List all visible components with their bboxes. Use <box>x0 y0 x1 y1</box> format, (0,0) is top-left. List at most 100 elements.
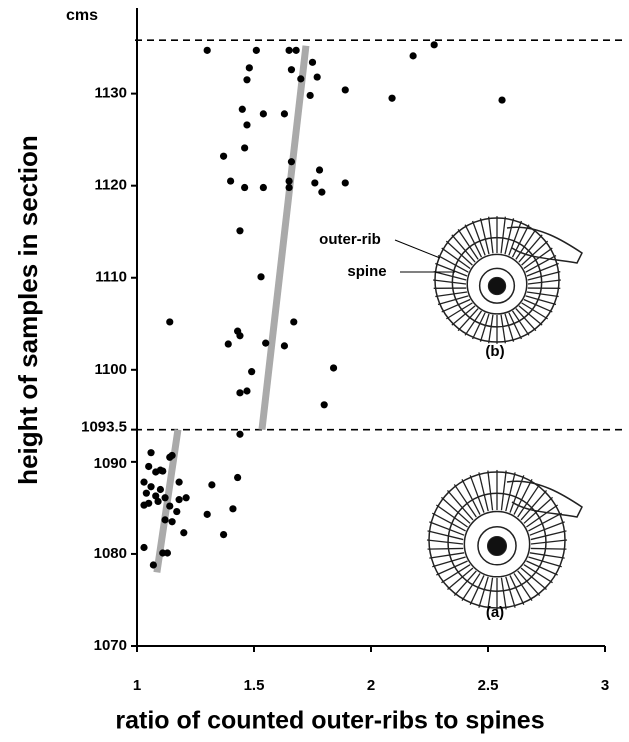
rib <box>446 490 474 521</box>
data-point <box>248 368 256 376</box>
rib <box>500 314 506 344</box>
rib <box>528 556 562 568</box>
rib <box>488 216 494 254</box>
data-point <box>168 518 176 526</box>
rib <box>513 479 533 515</box>
data-point <box>238 105 246 113</box>
data-point <box>308 58 317 66</box>
rib <box>513 573 533 602</box>
data-point <box>203 46 211 54</box>
y-tick-label: 1080 <box>94 545 127 562</box>
data-point <box>320 401 328 409</box>
data-point <box>166 318 174 326</box>
rib <box>451 305 476 326</box>
data-point <box>219 531 228 539</box>
data-point <box>203 510 211 518</box>
x-tick-label: 1.5 <box>244 677 265 694</box>
data-point <box>498 96 506 104</box>
data-point <box>180 529 188 537</box>
rib <box>436 560 468 576</box>
rib <box>445 240 473 266</box>
data-point <box>285 46 293 54</box>
data-point <box>236 389 244 397</box>
rib <box>453 570 477 596</box>
rib <box>505 472 516 512</box>
rib <box>529 521 565 536</box>
data-point <box>243 121 251 129</box>
rib <box>429 552 465 559</box>
rib <box>469 475 485 513</box>
data-point <box>175 496 183 504</box>
data-point <box>287 66 296 74</box>
data-point <box>147 483 155 491</box>
data-point <box>341 86 349 94</box>
rib <box>505 576 516 608</box>
rib <box>523 247 553 270</box>
rib <box>471 312 486 340</box>
data-point <box>306 91 314 100</box>
rib <box>529 552 565 559</box>
rib <box>440 496 471 524</box>
rib <box>488 314 494 344</box>
rib <box>527 279 561 285</box>
rib <box>526 560 558 576</box>
rib <box>504 218 515 255</box>
annotation: (b) <box>485 343 504 360</box>
trend-line <box>258 45 310 431</box>
annotation: (a) <box>486 604 504 621</box>
data-point <box>145 462 153 471</box>
data-point <box>208 481 216 489</box>
data-point <box>285 177 293 185</box>
y-tick-label: 1070 <box>94 637 127 654</box>
leader-line <box>394 239 441 259</box>
rib <box>521 302 549 320</box>
data-point <box>243 76 251 84</box>
rib <box>525 295 557 306</box>
rib <box>527 271 561 281</box>
rib <box>433 271 467 281</box>
rib <box>441 298 471 313</box>
rib <box>469 575 485 605</box>
rib <box>435 262 468 277</box>
rib <box>457 308 479 332</box>
data-point <box>182 494 190 502</box>
rib <box>511 310 530 336</box>
rib <box>478 576 489 608</box>
rib <box>431 512 466 532</box>
whorl <box>478 267 516 304</box>
rib <box>479 218 490 255</box>
y-tick-label: 1110 <box>95 269 127 286</box>
rib <box>518 305 543 326</box>
y-axis-label: height of samples in section <box>13 135 43 485</box>
rib <box>523 564 553 584</box>
rib <box>441 247 471 270</box>
data-point <box>409 52 417 60</box>
rib <box>526 291 559 298</box>
data-point <box>173 507 181 516</box>
data-point <box>236 332 244 340</box>
rib <box>528 512 563 532</box>
data-point <box>156 485 164 494</box>
rib <box>427 530 464 541</box>
data-point <box>142 489 150 497</box>
rib <box>500 470 507 511</box>
rib <box>523 298 553 313</box>
data-point <box>245 64 253 72</box>
rib <box>461 479 481 515</box>
data-point <box>259 110 267 118</box>
data-point <box>290 318 298 326</box>
data-point <box>297 75 305 83</box>
data-point <box>159 467 167 475</box>
rib <box>517 570 541 596</box>
rib <box>432 556 466 568</box>
data-point <box>280 342 289 350</box>
rib <box>435 291 468 298</box>
data-point <box>311 179 319 187</box>
data-point <box>168 451 176 460</box>
rib <box>429 521 465 536</box>
rib <box>508 220 523 256</box>
y-tick-label: 1130 <box>94 85 127 102</box>
rib <box>523 496 554 524</box>
umbilicus <box>487 276 507 296</box>
rib <box>461 573 481 602</box>
